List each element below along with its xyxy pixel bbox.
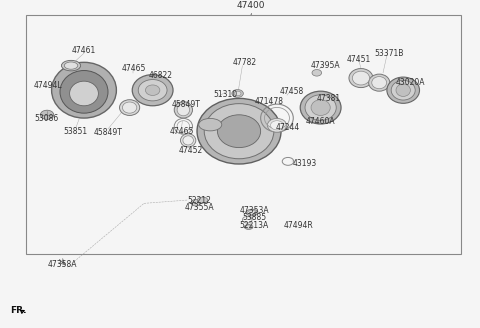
Text: 47358A: 47358A (48, 259, 77, 269)
Text: 53851: 53851 (64, 127, 88, 136)
Text: 53371B: 53371B (374, 49, 404, 58)
Circle shape (312, 70, 322, 76)
Ellipse shape (246, 209, 258, 216)
Text: 43020A: 43020A (396, 78, 425, 87)
Circle shape (234, 91, 241, 96)
Text: 43193: 43193 (293, 159, 317, 168)
Text: 47461: 47461 (72, 46, 96, 55)
Ellipse shape (199, 118, 222, 131)
Text: 53885: 53885 (242, 213, 266, 222)
Text: 47395A: 47395A (311, 61, 340, 70)
Text: 45849T: 45849T (172, 100, 201, 110)
Ellipse shape (51, 62, 117, 118)
Text: 47458: 47458 (280, 87, 304, 96)
Ellipse shape (197, 98, 281, 164)
Text: 47465: 47465 (121, 64, 145, 73)
Ellipse shape (372, 76, 387, 89)
Text: 47353A: 47353A (240, 206, 269, 215)
Text: 53086: 53086 (35, 114, 59, 123)
Ellipse shape (138, 80, 167, 101)
Ellipse shape (122, 102, 137, 113)
Ellipse shape (174, 102, 192, 118)
Ellipse shape (197, 197, 208, 203)
Circle shape (191, 199, 201, 206)
Ellipse shape (217, 115, 261, 148)
Ellipse shape (387, 77, 420, 103)
Ellipse shape (267, 118, 287, 132)
Ellipse shape (305, 95, 336, 120)
Ellipse shape (132, 75, 173, 106)
Text: 47400: 47400 (236, 1, 265, 10)
Text: 47460A: 47460A (306, 117, 336, 126)
Ellipse shape (145, 85, 160, 95)
Bar (26, 15, 461, 254)
Circle shape (246, 225, 252, 229)
Ellipse shape (60, 71, 108, 113)
Text: 47451: 47451 (347, 54, 371, 64)
Ellipse shape (391, 80, 415, 100)
Text: FR.: FR. (11, 306, 27, 315)
Text: 47465: 47465 (169, 127, 193, 136)
Ellipse shape (311, 100, 330, 115)
Text: 471478: 471478 (254, 97, 283, 106)
Text: 47452: 47452 (179, 146, 203, 155)
Ellipse shape (396, 84, 410, 96)
Text: 47381: 47381 (317, 94, 341, 103)
Text: 45849T: 45849T (94, 128, 122, 137)
Text: 47355A: 47355A (184, 203, 214, 212)
Ellipse shape (369, 74, 390, 91)
Ellipse shape (64, 62, 78, 69)
Ellipse shape (177, 104, 190, 116)
Ellipse shape (183, 136, 193, 145)
Ellipse shape (244, 224, 253, 230)
Text: 52212: 52212 (187, 195, 211, 205)
Text: 47244: 47244 (276, 123, 300, 133)
Text: 47494L: 47494L (34, 81, 62, 90)
Circle shape (232, 90, 243, 97)
Ellipse shape (204, 104, 274, 159)
Ellipse shape (300, 91, 341, 124)
Ellipse shape (70, 81, 98, 106)
Ellipse shape (61, 60, 81, 71)
Ellipse shape (352, 71, 370, 85)
Text: 47782: 47782 (233, 58, 257, 68)
Text: 51310: 51310 (214, 90, 238, 99)
Ellipse shape (120, 100, 140, 115)
Text: 47494R: 47494R (283, 221, 313, 230)
Ellipse shape (349, 69, 373, 88)
Ellipse shape (180, 134, 196, 147)
Text: 46822: 46822 (149, 71, 173, 80)
Ellipse shape (248, 211, 256, 215)
Circle shape (40, 110, 54, 119)
Ellipse shape (270, 121, 283, 130)
Text: 52213A: 52213A (240, 221, 269, 230)
